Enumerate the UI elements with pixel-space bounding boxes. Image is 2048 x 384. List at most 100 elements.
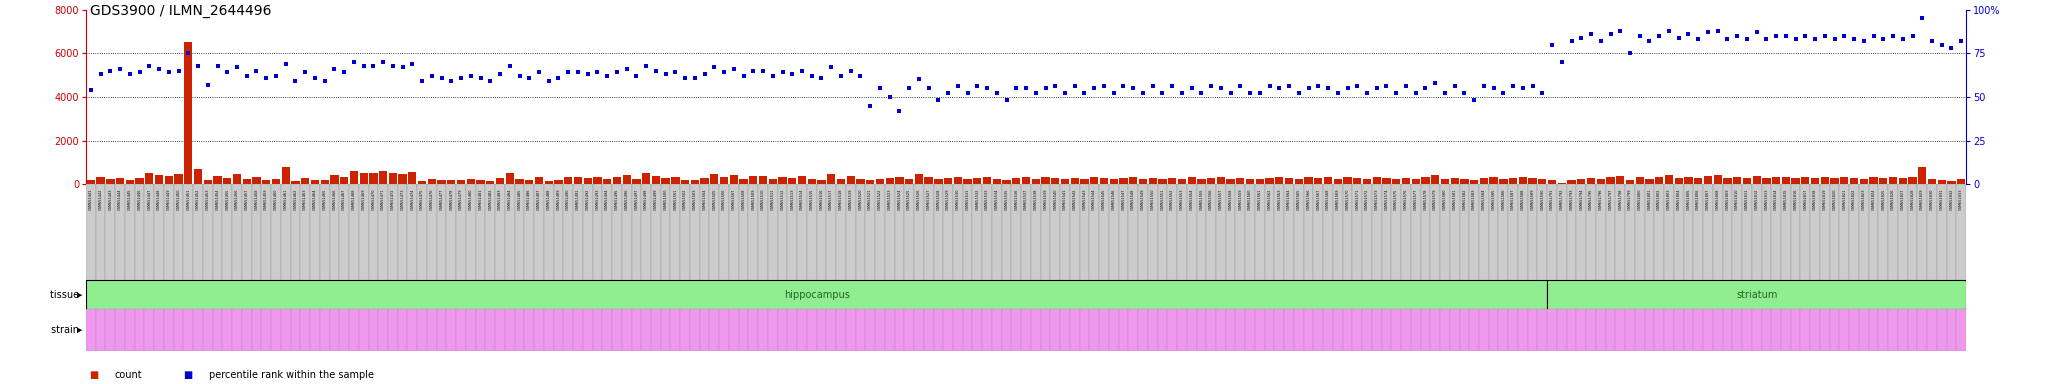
Bar <box>1235 309 1245 351</box>
Bar <box>164 309 174 351</box>
Bar <box>1090 309 1100 351</box>
Bar <box>1401 309 1411 351</box>
Bar <box>1266 178 1274 184</box>
Text: GSM651816: GSM651816 <box>1794 188 1798 210</box>
Point <box>1419 80 1452 86</box>
Bar <box>1266 184 1274 280</box>
Point <box>1253 83 1286 89</box>
Bar <box>983 177 991 184</box>
Bar <box>467 309 475 351</box>
Bar <box>1704 184 1712 280</box>
Bar <box>348 184 358 280</box>
Bar <box>1937 180 1946 184</box>
Bar <box>1909 177 1917 184</box>
Bar <box>446 309 457 351</box>
Bar <box>1958 179 1966 184</box>
Bar <box>1051 309 1061 351</box>
Text: GSM651517: GSM651517 <box>829 188 834 210</box>
Bar <box>242 309 252 351</box>
Bar <box>584 178 592 184</box>
Bar <box>807 309 817 351</box>
Text: GSM651533: GSM651533 <box>985 188 989 210</box>
Bar <box>1147 184 1157 280</box>
Bar <box>682 180 690 184</box>
Text: strain: strain <box>51 325 82 335</box>
Bar <box>485 180 494 184</box>
Bar <box>1782 177 1790 184</box>
Point <box>543 74 575 81</box>
Text: GSM651508: GSM651508 <box>741 188 745 210</box>
Point <box>211 70 244 76</box>
Bar <box>758 184 768 280</box>
Bar <box>387 184 397 280</box>
Point <box>152 70 184 76</box>
Bar <box>535 309 545 351</box>
Bar <box>623 175 631 184</box>
Point <box>1663 35 1696 41</box>
Text: GSM651486: GSM651486 <box>526 188 530 210</box>
Text: GSM651586: GSM651586 <box>1501 188 1505 210</box>
Text: GSM651831: GSM651831 <box>1939 188 1944 210</box>
Bar <box>709 184 719 280</box>
Bar <box>438 180 446 184</box>
Text: GSM651797: GSM651797 <box>1608 188 1612 210</box>
Point <box>737 68 770 74</box>
Bar <box>553 309 563 351</box>
Point <box>377 63 410 69</box>
Bar <box>1616 309 1626 351</box>
Bar <box>418 180 426 184</box>
Text: GSM651587: GSM651587 <box>1511 188 1516 210</box>
Bar <box>369 309 379 351</box>
Point <box>1147 90 1180 96</box>
Bar <box>631 309 641 351</box>
Text: GSM651576: GSM651576 <box>1405 188 1407 210</box>
Point <box>621 73 653 79</box>
Point <box>1759 33 1792 39</box>
Point <box>1671 31 1704 37</box>
Bar <box>1626 309 1634 351</box>
Bar <box>154 184 164 280</box>
Bar <box>1343 184 1352 280</box>
Bar <box>203 184 213 280</box>
Bar <box>1538 184 1546 280</box>
Point <box>1292 85 1325 91</box>
Point <box>1681 36 1714 42</box>
Bar <box>1217 184 1227 280</box>
Bar <box>1022 184 1030 280</box>
Bar <box>1079 184 1090 280</box>
Bar <box>1937 309 1946 351</box>
Bar <box>954 177 963 184</box>
Bar <box>408 309 418 351</box>
Bar <box>379 171 387 184</box>
Point <box>1507 85 1540 91</box>
Bar <box>1468 309 1479 351</box>
Text: GSM651820: GSM651820 <box>1833 188 1837 210</box>
Bar <box>1266 309 1274 351</box>
Text: GSM651561: GSM651561 <box>1257 188 1262 210</box>
Point <box>1585 38 1618 44</box>
Bar <box>1460 179 1468 184</box>
Point <box>649 71 682 77</box>
Bar <box>1432 175 1440 184</box>
Text: GSM651796: GSM651796 <box>1599 188 1604 210</box>
Bar <box>106 309 115 351</box>
Point <box>1116 85 1149 91</box>
Point <box>698 64 731 70</box>
Bar <box>1528 309 1538 351</box>
Bar <box>1147 309 1157 351</box>
Text: GSM651475: GSM651475 <box>420 188 424 210</box>
Text: GSM651458: GSM651458 <box>254 188 258 210</box>
Point <box>872 94 905 100</box>
Text: GSM651811: GSM651811 <box>1745 188 1749 210</box>
Bar <box>174 309 184 351</box>
Bar <box>1782 309 1790 351</box>
Bar <box>1626 180 1634 184</box>
Bar <box>1782 184 1790 280</box>
Bar <box>1597 179 1606 184</box>
Point <box>1565 35 1597 41</box>
Text: GSM651493: GSM651493 <box>596 188 600 210</box>
Bar <box>1917 309 1927 351</box>
Bar <box>760 175 768 184</box>
Bar <box>1585 184 1595 280</box>
Bar <box>1577 184 1585 280</box>
